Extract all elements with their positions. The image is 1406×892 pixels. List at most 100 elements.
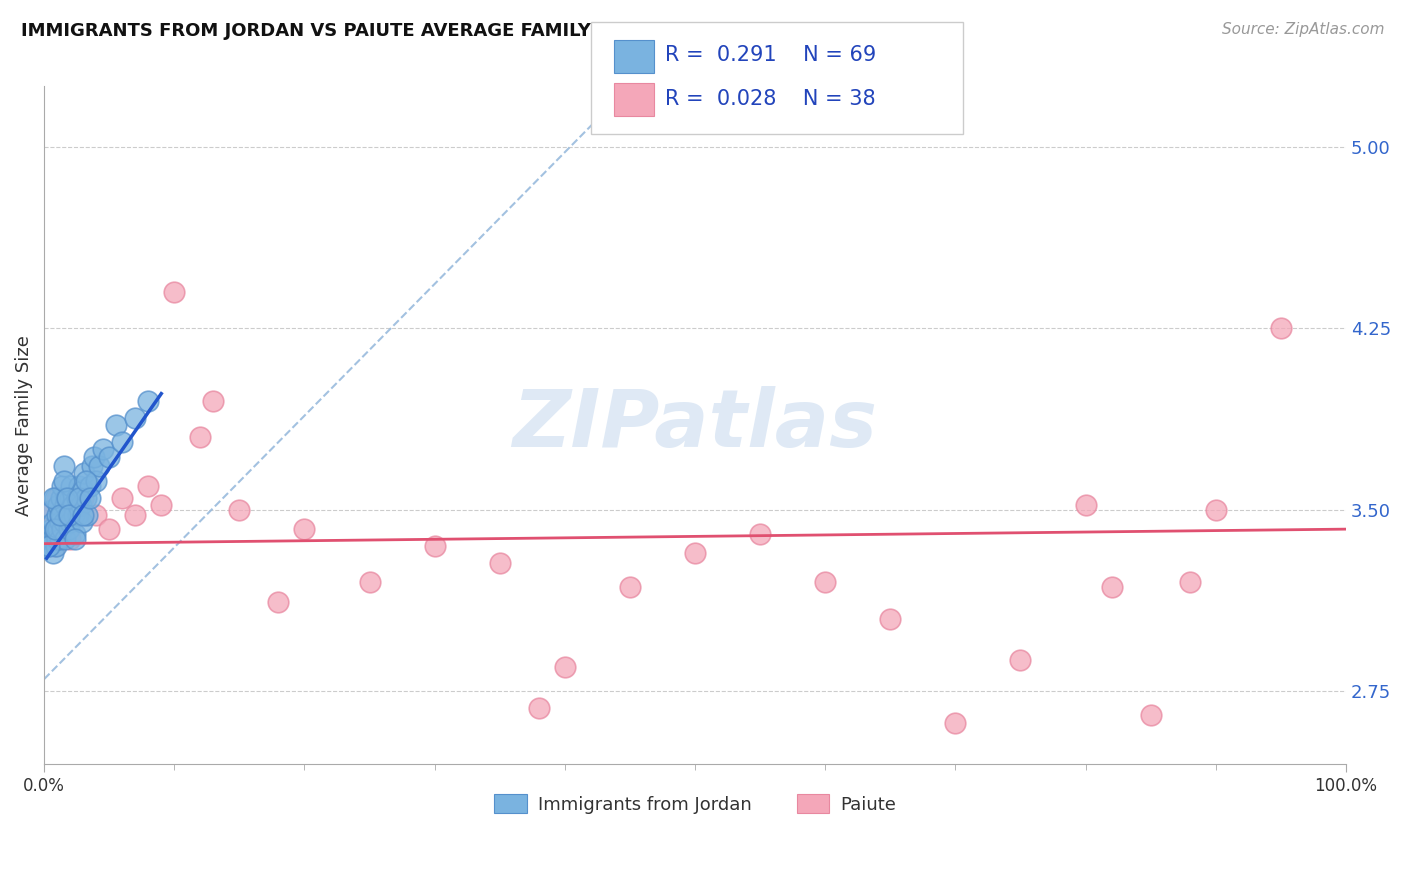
Point [37,522,59,536]
Point [619,580,641,594]
Point [188,430,211,444]
Point [51,478,73,492]
Point [72,508,94,522]
Point [124,410,146,425]
Point [879,612,901,626]
Point [52,515,75,529]
Point [267,595,290,609]
Point [46,491,69,505]
Point [59,491,82,505]
Point [49,508,72,522]
Point [48,532,70,546]
Point [163,285,186,299]
Point [84,474,107,488]
Point [53,498,76,512]
Text: IMMIGRANTS FROM JORDAN VS PAIUTE AVERAGE FAMILY SIZE CORRELATION CHART: IMMIGRANTS FROM JORDAN VS PAIUTE AVERAGE… [21,22,863,40]
Point [104,418,127,433]
Point [83,450,105,464]
Point [44,491,66,505]
Point [44,539,66,553]
Point [65,527,87,541]
Point [1205,502,1227,516]
Point [75,491,97,505]
Point [63,532,86,546]
Point [72,491,94,505]
Point [1139,708,1161,723]
Point [1178,575,1201,590]
Point [527,701,550,715]
Point [45,539,67,553]
Legend: Immigrants from Jordan, Paiute: Immigrants from Jordan, Paiute [485,785,904,822]
Point [72,483,94,498]
Point [35,527,58,541]
Point [69,498,91,512]
Point [59,515,82,529]
Point [62,498,84,512]
Y-axis label: Average Family Size: Average Family Size [15,334,32,516]
Point [39,502,62,516]
Point [1270,321,1292,335]
Point [48,522,70,536]
Point [91,442,114,457]
Point [84,508,107,522]
Point [488,556,510,570]
Point [63,508,86,522]
Point [359,575,381,590]
Text: R =  0.291    N = 69: R = 0.291 N = 69 [665,45,876,65]
Point [49,508,72,522]
Point [423,539,446,553]
Point [136,393,159,408]
Point [52,508,75,522]
Point [41,491,63,505]
Point [1010,653,1032,667]
Point [98,450,121,464]
Point [1074,498,1097,512]
Point [51,522,73,536]
Text: ZIPatlas: ZIPatlas [513,386,877,464]
Text: R =  0.028    N = 38: R = 0.028 N = 38 [665,88,876,109]
Point [59,532,82,546]
Point [79,478,101,492]
Point [44,527,66,541]
Point [60,478,83,492]
Point [70,515,93,529]
Point [67,478,90,492]
Point [66,508,89,522]
Point [55,491,77,505]
Point [82,459,104,474]
Point [111,435,134,450]
Point [37,539,59,553]
Point [228,502,250,516]
Point [683,546,706,560]
Point [66,491,89,505]
Point [48,515,70,529]
Point [111,491,134,505]
Point [943,715,966,730]
Point [76,508,98,522]
Point [202,393,225,408]
Point [73,467,96,481]
Point [87,459,110,474]
Point [45,522,67,536]
Point [67,491,90,505]
Point [42,546,65,560]
Point [56,491,79,505]
Point [56,508,79,522]
Point [46,532,69,546]
Point [53,532,76,546]
Point [39,522,62,536]
Point [48,498,70,512]
Point [79,491,101,505]
Point [46,527,69,541]
Point [58,522,80,536]
Point [53,474,76,488]
Text: Source: ZipAtlas.com: Source: ZipAtlas.com [1222,22,1385,37]
Point [52,459,75,474]
Point [98,522,121,536]
Point [38,539,60,553]
Point [41,532,63,546]
Point [39,536,62,550]
Point [44,522,66,536]
Point [41,502,63,516]
Point [749,527,772,541]
